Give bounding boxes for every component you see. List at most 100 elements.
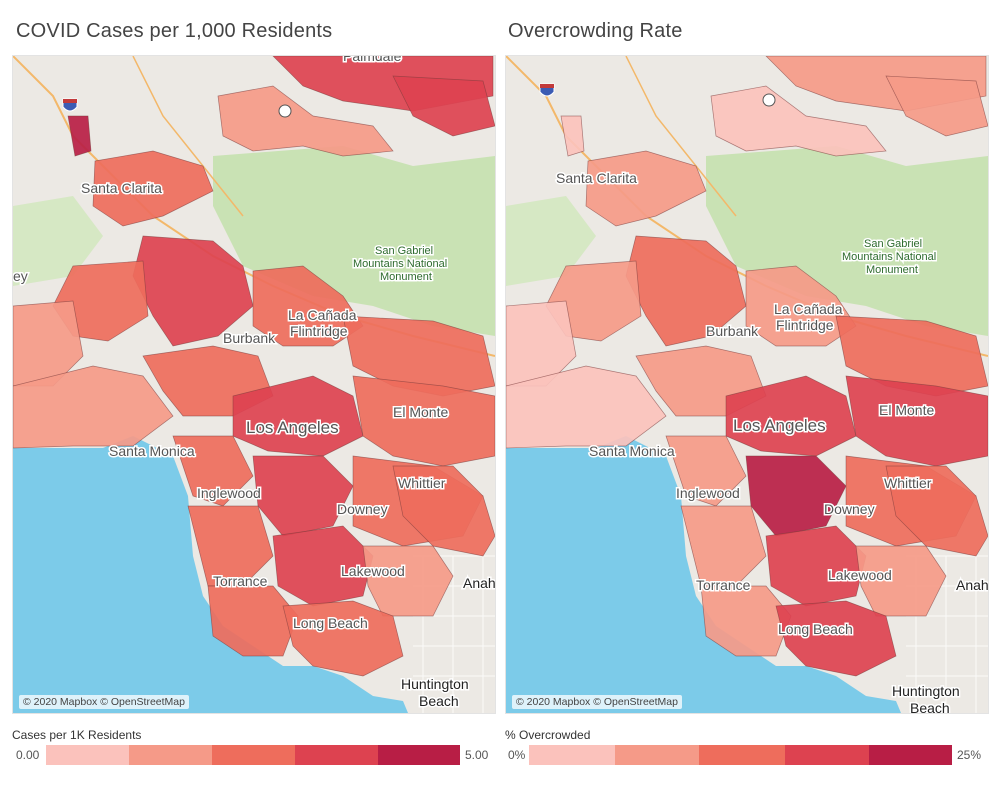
neighborhood-region[interactable] bbox=[272, 525, 374, 607]
neighborhood-region[interactable] bbox=[217, 85, 394, 157]
legend-swatch bbox=[615, 745, 699, 765]
interstate-shield-icon bbox=[539, 83, 555, 97]
neighborhood-region[interactable] bbox=[392, 75, 495, 137]
legend-color-scale-cases bbox=[46, 745, 460, 765]
neighborhood-region[interactable] bbox=[13, 300, 84, 387]
label-san-gabriel-1: San Gabriel bbox=[375, 245, 433, 257]
neighborhood-region[interactable] bbox=[585, 150, 707, 227]
label-whittier: Whittier bbox=[884, 475, 932, 491]
legend-swatch bbox=[785, 745, 869, 765]
label-los-angeles: Los Angeles bbox=[733, 416, 826, 435]
legend-title-overcrowding: % Overcrowded bbox=[505, 728, 591, 742]
neighborhood-region[interactable] bbox=[352, 375, 495, 467]
neighborhood-region[interactable] bbox=[560, 115, 585, 157]
label-san-gabriel-1: San Gabriel bbox=[864, 238, 922, 250]
neighborhood-region[interactable] bbox=[92, 150, 214, 227]
legend-swatch bbox=[46, 745, 129, 765]
ocean bbox=[13, 436, 408, 713]
route-shield-icon bbox=[762, 93, 776, 107]
legend-swatch bbox=[869, 745, 952, 765]
legend-max-cases: 5.00 bbox=[465, 748, 489, 762]
city-grid bbox=[413, 555, 495, 713]
label-los-angeles: Los Angeles bbox=[246, 418, 339, 437]
freeway bbox=[625, 56, 737, 217]
label-lakewood: Lakewood bbox=[341, 563, 405, 579]
label-santa-clarita: Santa Clarita bbox=[81, 180, 162, 196]
label-san-gabriel-3: Monument bbox=[866, 264, 918, 276]
neighborhood-region[interactable] bbox=[67, 115, 92, 157]
route-shield-icon bbox=[278, 104, 292, 118]
label-burbank: Burbank bbox=[706, 323, 759, 339]
national-forest-area bbox=[706, 146, 988, 336]
label-whittier: Whittier bbox=[398, 475, 446, 491]
label-la-canada-2: Flintridge bbox=[290, 323, 348, 339]
legend-title-cases: Cases per 1K Residents bbox=[12, 728, 142, 742]
legend-min-cases: 0.00 bbox=[16, 748, 40, 762]
neighborhood-region[interactable] bbox=[725, 375, 857, 457]
label-inglewood: Inglewood bbox=[676, 485, 740, 501]
label-san-gabriel-2: Mountains National bbox=[842, 251, 936, 263]
neighborhood-region[interactable] bbox=[506, 365, 667, 449]
choropleth-regions[interactable] bbox=[506, 56, 988, 677]
place-labels: Palmdale Santa Clarita San Gabriel Mount… bbox=[13, 56, 495, 711]
label-la-canada-1: La Cañada bbox=[774, 301, 843, 317]
legend-swatch bbox=[129, 745, 212, 765]
label-santa-monica: Santa Monica bbox=[589, 443, 675, 459]
neighborhood-region[interactable] bbox=[13, 365, 174, 449]
label-lakewood: Lakewood bbox=[828, 567, 892, 583]
neighborhood-region[interactable] bbox=[845, 375, 988, 467]
label-santa-clarita: Santa Clarita bbox=[556, 170, 637, 186]
legend-swatch bbox=[529, 745, 615, 765]
city-grid bbox=[906, 555, 988, 713]
label-inglewood: Inglewood bbox=[197, 485, 261, 501]
map-title-covid: COVID Cases per 1,000 Residents bbox=[16, 20, 333, 42]
label-santa-monica: Santa Monica bbox=[109, 443, 195, 459]
label-downey: Downey bbox=[337, 501, 388, 517]
neighborhood-region[interactable] bbox=[885, 75, 988, 137]
label-downey: Downey bbox=[824, 501, 875, 517]
map-covid-cases[interactable]: Palmdale Santa Clarita San Gabriel Mount… bbox=[12, 55, 496, 714]
label-torrance: Torrance bbox=[213, 573, 268, 589]
label-torrance: Torrance bbox=[696, 577, 751, 593]
neighborhood-region[interactable] bbox=[710, 85, 887, 157]
park-area-west bbox=[506, 196, 596, 286]
label-el-monte: El Monte bbox=[879, 402, 934, 418]
choropleth-regions[interactable] bbox=[13, 56, 495, 677]
label-long-beach: Long Beach bbox=[293, 615, 368, 631]
label-la-canada-2: Flintridge bbox=[776, 317, 834, 333]
park-area-west bbox=[13, 196, 103, 286]
label-la-canada-1: La Cañada bbox=[288, 307, 357, 323]
map-title-overcrowding: Overcrowding Rate bbox=[508, 20, 683, 42]
neighborhood-region[interactable] bbox=[885, 465, 988, 557]
legend-color-scale-overcrowding bbox=[529, 745, 952, 765]
freeway bbox=[132, 56, 244, 217]
ocean bbox=[506, 436, 901, 713]
place-labels: Santa Clarita San Gabriel Mountains Nati… bbox=[555, 169, 989, 714]
label-left-edge: ey bbox=[13, 268, 28, 284]
choropleth-map-covid[interactable]: Palmdale Santa Clarita San Gabriel Mount… bbox=[13, 56, 495, 713]
legend-min-overcrowding: 0% bbox=[508, 748, 526, 762]
legend-swatch bbox=[212, 745, 295, 765]
neighborhood-region[interactable] bbox=[392, 465, 495, 557]
neighborhood-region[interactable] bbox=[765, 525, 867, 607]
label-burbank: Burbank bbox=[223, 330, 276, 346]
national-forest-area bbox=[213, 146, 495, 336]
legend-swatch bbox=[699, 745, 785, 765]
map-attribution[interactable]: © 2020 Mapbox © OpenStreetMap bbox=[19, 695, 189, 709]
label-san-gabriel-3: Monument bbox=[380, 271, 432, 283]
map-overcrowding[interactable]: Santa Clarita San Gabriel Mountains Nati… bbox=[505, 55, 989, 714]
legend-swatch bbox=[378, 745, 460, 765]
interstate-shield-icon bbox=[62, 98, 78, 112]
map-attribution[interactable]: © 2020 Mapbox © OpenStreetMap bbox=[512, 695, 682, 709]
neighborhood-region[interactable] bbox=[282, 600, 404, 677]
neighborhood-region[interactable] bbox=[700, 585, 792, 657]
neighborhood-region[interactable] bbox=[775, 600, 897, 677]
neighborhood-region[interactable] bbox=[232, 375, 364, 457]
label-huntington-2: Beach bbox=[419, 693, 459, 709]
neighborhood-region[interactable] bbox=[506, 300, 577, 387]
choropleth-map-overcrowding[interactable]: Santa Clarita San Gabriel Mountains Nati… bbox=[506, 56, 988, 713]
label-huntington-2: Beach bbox=[910, 700, 950, 713]
legend-swatch bbox=[295, 745, 378, 765]
neighborhood-region[interactable] bbox=[207, 585, 299, 657]
label-palmdale: Palmdale bbox=[343, 56, 402, 64]
